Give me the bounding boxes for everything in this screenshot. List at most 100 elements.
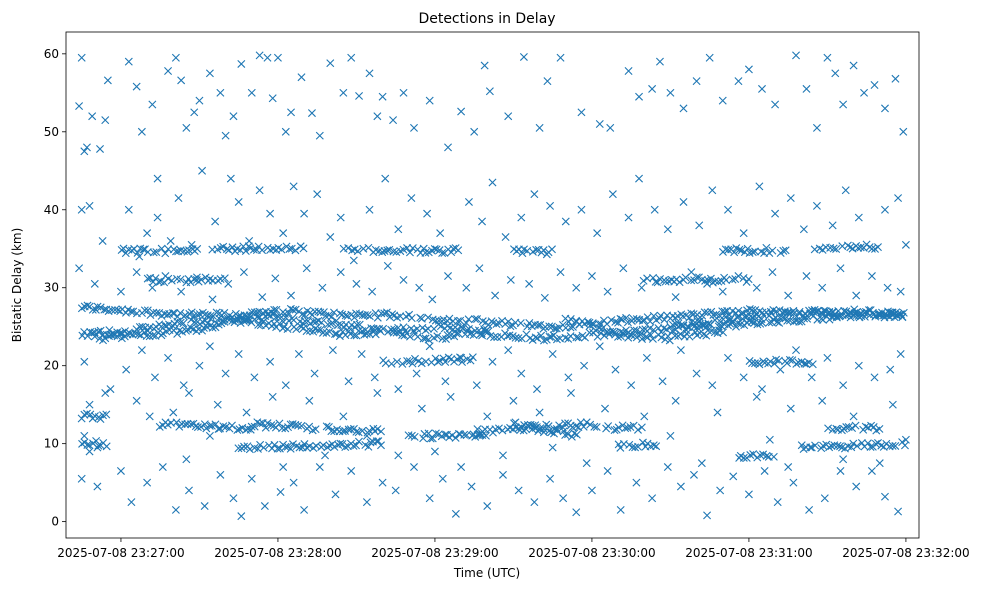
data-point — [394, 451, 403, 460]
data-point — [281, 381, 290, 390]
data-point — [786, 194, 795, 203]
data-point — [520, 421, 529, 430]
data-point — [837, 443, 846, 452]
data-point — [116, 287, 125, 296]
data-point — [150, 373, 159, 382]
data-point — [291, 246, 300, 255]
data-point — [556, 53, 565, 62]
data-point — [597, 325, 606, 334]
data-point — [619, 264, 628, 273]
data-point — [779, 246, 788, 255]
data-point — [379, 324, 388, 333]
data-point — [373, 313, 382, 322]
data-point — [875, 459, 884, 468]
data-point — [454, 329, 463, 338]
data-point — [582, 459, 591, 468]
data-points — [75, 51, 910, 521]
data-point — [574, 333, 583, 342]
data-point — [182, 455, 191, 464]
data-point — [795, 317, 804, 326]
data-point — [300, 317, 309, 326]
data-point — [128, 330, 137, 339]
data-point — [632, 478, 641, 487]
data-point — [752, 283, 761, 292]
data-point — [325, 441, 334, 450]
data-point — [276, 488, 285, 496]
data-point — [132, 396, 141, 405]
data-point — [797, 441, 806, 450]
data-point — [236, 319, 245, 328]
data-point — [556, 268, 565, 277]
data-point — [152, 248, 161, 257]
data-point — [398, 330, 407, 339]
data-point — [616, 332, 625, 341]
data-point — [249, 245, 258, 254]
data-point — [174, 194, 183, 203]
data-point — [377, 427, 386, 436]
data-point — [325, 327, 334, 336]
data-point — [302, 264, 311, 273]
data-point — [145, 412, 154, 421]
data-point — [237, 512, 246, 521]
data-point — [344, 377, 353, 386]
data-point — [327, 427, 336, 436]
data-point — [101, 334, 110, 343]
data-point — [75, 102, 84, 111]
data-point — [776, 365, 785, 374]
data-point — [481, 431, 490, 440]
data-point — [143, 274, 152, 283]
data-point — [122, 365, 131, 374]
data-point — [880, 492, 889, 501]
data-point — [263, 53, 272, 62]
data-point — [131, 329, 140, 338]
data-point — [197, 422, 206, 431]
data-point — [378, 248, 387, 257]
data-point — [163, 310, 172, 319]
data-point — [548, 350, 557, 358]
data-point — [671, 293, 680, 302]
data-point — [705, 53, 714, 62]
data-point — [237, 59, 246, 68]
data-point — [246, 425, 255, 434]
data-point — [403, 244, 412, 253]
data-point — [490, 333, 499, 342]
data-point — [724, 353, 732, 362]
data-point — [148, 283, 157, 292]
data-point — [93, 482, 102, 491]
data-point — [157, 244, 166, 253]
data-point — [781, 246, 790, 255]
data-point — [860, 312, 869, 321]
data-point — [572, 508, 581, 517]
data-point — [762, 243, 771, 252]
data-point — [208, 323, 217, 332]
data-point — [648, 334, 657, 343]
data-point — [149, 331, 158, 340]
data-point — [567, 432, 576, 441]
data-point — [350, 313, 359, 322]
data-point — [480, 325, 489, 334]
data-point — [324, 422, 333, 431]
data-point — [606, 123, 615, 132]
data-point — [161, 249, 170, 258]
data-point — [687, 276, 696, 285]
data-point — [266, 311, 275, 320]
data-point — [624, 213, 633, 222]
data-point — [901, 435, 910, 444]
data-point — [811, 307, 820, 316]
data-point — [438, 334, 447, 343]
data-point — [428, 295, 437, 304]
data-point — [661, 277, 670, 286]
data-point — [561, 333, 570, 342]
data-point — [714, 277, 723, 286]
data-point — [488, 357, 497, 366]
data-point — [655, 314, 664, 323]
data-point — [517, 213, 526, 222]
data-point — [119, 244, 128, 253]
data-point — [592, 423, 601, 432]
data-point — [192, 273, 201, 282]
data-point — [321, 451, 330, 460]
data-point — [221, 369, 230, 378]
data-point — [722, 276, 731, 285]
data-point — [570, 429, 579, 438]
data-point — [168, 309, 177, 318]
